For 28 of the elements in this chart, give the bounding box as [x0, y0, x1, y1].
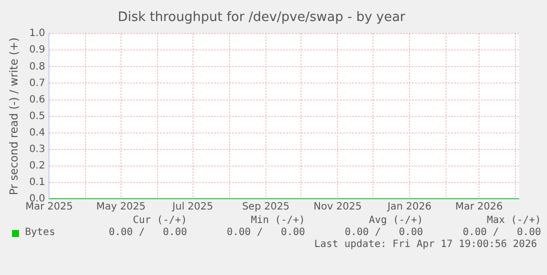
x-tick-label: Jul 2025 [171, 202, 214, 213]
text: Cur (-/+) [132, 215, 187, 227]
y-tick-label: 0.9 [29, 44, 46, 56]
y-tick-label: 0.2 [29, 160, 46, 172]
y-tick-label: 0.8 [29, 61, 46, 72]
y-tick-label: 0.4 [29, 127, 46, 138]
x-tick-label: May 2025 [96, 202, 146, 213]
chart-title: Disk throughput for /dev/pve/swap - by year [118, 10, 406, 26]
text: Avg (-/+) [368, 215, 423, 227]
legend-label: Bytes [25, 227, 56, 239]
y-tick-label: 0.6 [29, 94, 46, 106]
y-tick-label: 0.7 [29, 78, 46, 89]
text: 0.00 / 0.00 [462, 227, 541, 239]
x-tick-label: Mar 2026 [455, 202, 503, 213]
text: Max (-/+) [486, 215, 541, 227]
text: Last update: Fri Apr 17 19:00:56 2026 [313, 239, 537, 251]
x-tick-label: Sep 2025 [242, 202, 290, 213]
y-tick-label: 0.5 [29, 110, 46, 122]
y-tick-label: 0.3 [29, 144, 46, 155]
x-tick-label: Nov 2025 [314, 202, 362, 213]
text: 0.00 / 0.00 [108, 227, 187, 239]
x-tick-label: Jan 2026 [386, 202, 432, 213]
y-tick-label: 0.1 [29, 177, 46, 188]
text: 0.00 / 0.00 [344, 227, 423, 239]
y-axis-title: Pr second read (-) / write (+) [7, 37, 20, 196]
text: 0.00 / 0.00 [226, 227, 305, 239]
y-tick-label: 1.0 [29, 28, 46, 40]
text: Min (-/+) [250, 215, 305, 227]
